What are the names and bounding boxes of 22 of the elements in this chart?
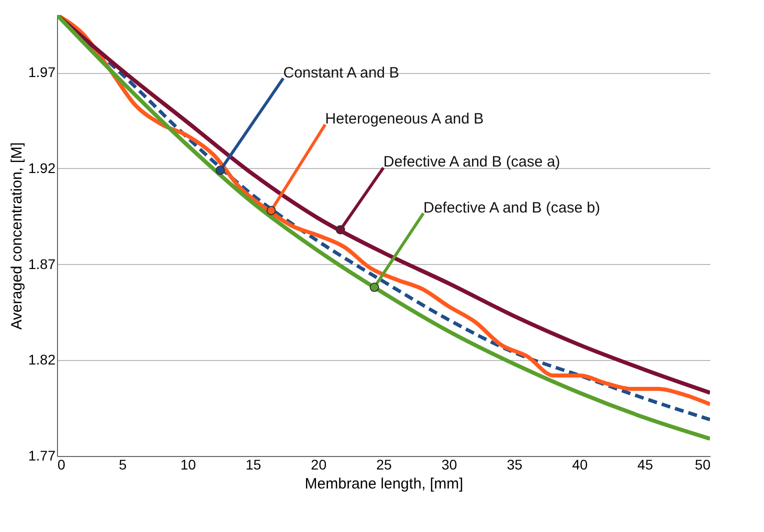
x-tick-label: 15: [246, 456, 262, 472]
y-tick-label: 1.87: [28, 256, 56, 272]
y-tick-label: 1.82: [28, 352, 56, 368]
x-tick-label: 45: [637, 456, 654, 472]
x-tick-label: 0: [58, 456, 66, 472]
x-tick-label: 5: [118, 456, 127, 472]
y-tick-label: 1.77: [28, 448, 56, 464]
y-tick-label: 1.97: [28, 64, 56, 80]
x-tick-label: 40: [572, 456, 588, 472]
x-tick-label: 10: [180, 456, 196, 472]
x-tick-label: 35: [506, 456, 523, 472]
y-tick-label: 1.92: [28, 160, 56, 176]
x-tick-label: 25: [376, 456, 392, 472]
x-axis-title: Membrane length, [mm]: [304, 476, 464, 492]
x-tick-label: 50: [694, 456, 711, 472]
y-axis-title: Averaged concentration, [M]: [8, 142, 26, 330]
annotation: Constant A and B: [283, 64, 400, 82]
x-tick-label: 30: [442, 456, 458, 472]
x-tick-label: 20: [310, 456, 327, 472]
annotation: Heterogeneous A and B: [325, 110, 484, 128]
annotation: Defective A and B (case a): [383, 154, 560, 171]
annotation: Defective A and B (case b): [423, 199, 600, 216]
